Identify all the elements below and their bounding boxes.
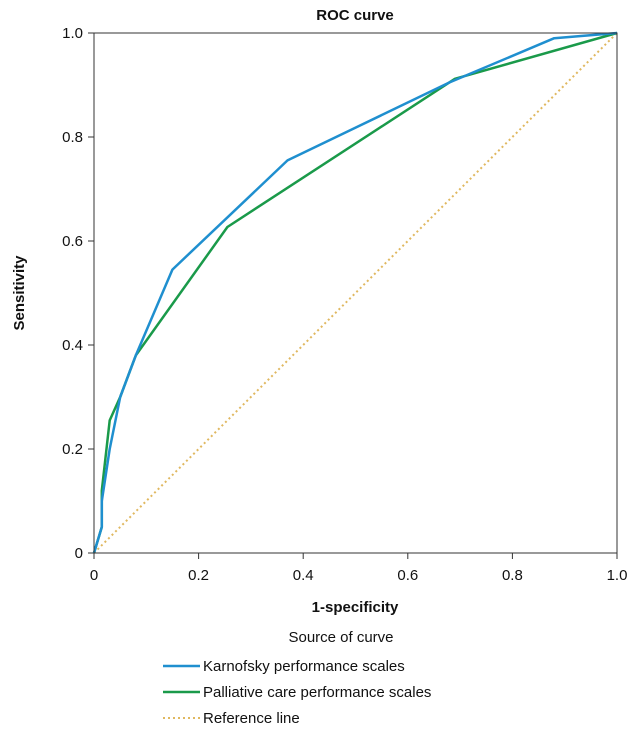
y-tick-label: 0 [75, 545, 83, 562]
y-axis-title: Sensitivity [11, 255, 28, 331]
legend-title: Source of curve [288, 629, 393, 646]
y-tick-label: 0.8 [62, 129, 83, 146]
series-line-karnofsky-performance-scales [92, 31, 618, 554]
y-tick-label: 1.0 [62, 25, 83, 42]
legend-label: Karnofsky performance scales [203, 658, 405, 675]
x-axis-title: 1-specificity [312, 599, 399, 616]
x-tick-label: 0 [90, 567, 98, 584]
x-tick-label: 0.6 [397, 567, 418, 584]
y-tick-label: 0.2 [62, 441, 83, 458]
series-layer [92, 31, 618, 554]
x-tick-label: 0.8 [502, 567, 523, 584]
axis-ticks: 0 0.2 0.4 0.6 0.8 1.0 0 0.2 0.4 0.6 0.8 1.0 [62, 25, 627, 584]
legend-label: Palliative care performance scales [203, 684, 431, 701]
x-tick-label: 0.4 [293, 567, 314, 584]
chart-title: ROC curve [316, 7, 394, 24]
plot-frame [93, 32, 618, 554]
series-line-reference-line [93, 32, 618, 554]
y-tick-label: 0.4 [62, 337, 83, 354]
y-tick-label: 0.6 [62, 233, 83, 250]
legend-label: Reference line [203, 710, 300, 727]
legend: Karnofsky performance scales Palliative c… [163, 658, 431, 727]
x-tick-label: 0.2 [188, 567, 209, 584]
x-tick-label: 1.0 [607, 567, 628, 584]
